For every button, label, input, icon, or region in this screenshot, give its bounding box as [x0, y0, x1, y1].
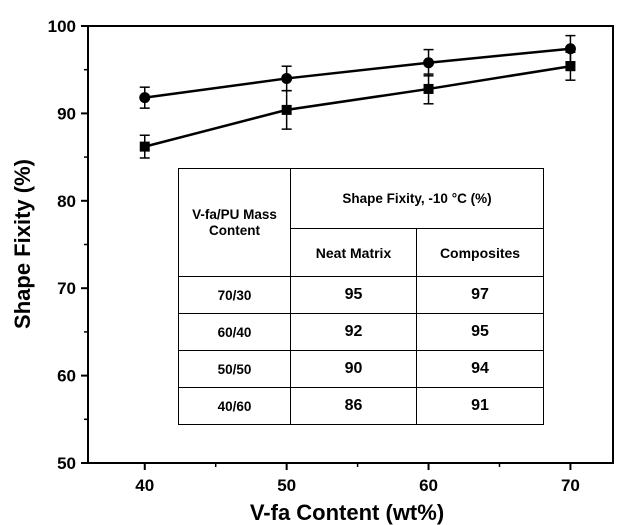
table-row: 60/40 92 95 [178, 313, 544, 351]
table-cell-content: 40/60 [178, 387, 291, 425]
table-row: 70/30 95 97 [178, 276, 544, 314]
data-point [423, 83, 434, 94]
data-point [139, 141, 150, 152]
table-cell-neat: 95 [290, 276, 417, 314]
table-row: 50/50 90 94 [178, 350, 544, 388]
data-point [281, 72, 293, 84]
y-tick-label: 60 [57, 367, 76, 386]
table-row: 40/60 86 91 [178, 387, 544, 425]
inset-table: V-fa/PU Mass Content Shape Fixity, -10 °… [178, 168, 544, 425]
data-point [423, 57, 435, 69]
series-line [144, 47, 571, 99]
data-point [139, 92, 151, 104]
y-tick-label: 70 [57, 279, 76, 298]
x-tick-label: 50 [277, 476, 296, 495]
x-axis-title: V-fa Content (wt%) [250, 500, 444, 525]
series-line [144, 64, 571, 148]
x-tick-label: 40 [135, 476, 154, 495]
table-cell-content: 70/30 [178, 276, 291, 314]
series-square [139, 51, 576, 159]
table-cell-neat: 90 [290, 350, 417, 388]
y-tick-label: 100 [48, 17, 76, 36]
table-cell-composites: 91 [416, 387, 544, 425]
table-cell-neat: 92 [290, 313, 417, 351]
x-tick-label: 60 [419, 476, 438, 495]
data-point [281, 104, 292, 115]
table-header-composites: Composites [416, 228, 544, 277]
y-axis: 50 60 70 80 90 100 [48, 17, 88, 473]
series-circle [139, 34, 576, 109]
table-header-shape-fixity: Shape Fixity, -10 °C (%) [290, 168, 544, 229]
y-tick-label: 80 [57, 192, 76, 211]
y-tick-label: 50 [57, 454, 76, 473]
data-point [565, 61, 576, 72]
table-cell-content: 50/50 [178, 350, 291, 388]
x-axis: 40 50 60 70 [135, 463, 580, 495]
table-cell-content: 60/40 [178, 313, 291, 351]
table-cell-composites: 97 [416, 276, 544, 314]
table-cell-neat: 86 [290, 387, 417, 425]
y-tick-label: 90 [57, 104, 76, 123]
y-axis-title: Shape Fixity (%) [10, 159, 35, 329]
table-header-neat-matrix: Neat Matrix [290, 228, 417, 277]
series-layer [139, 34, 576, 159]
table-cell-composites: 95 [416, 313, 544, 351]
table-header-content: V-fa/PU Mass Content [178, 168, 291, 277]
x-tick-label: 70 [561, 476, 580, 495]
table-cell-composites: 94 [416, 350, 544, 388]
